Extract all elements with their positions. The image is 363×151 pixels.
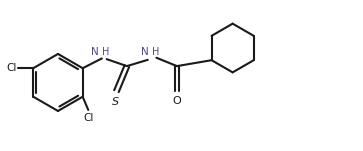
- Text: N: N: [91, 47, 99, 57]
- Text: Cl: Cl: [84, 113, 94, 123]
- Text: Cl: Cl: [7, 63, 17, 73]
- Text: H: H: [152, 47, 160, 57]
- Text: H: H: [102, 47, 110, 57]
- Text: S: S: [111, 97, 119, 107]
- Text: N: N: [142, 47, 149, 57]
- Text: O: O: [173, 96, 182, 106]
